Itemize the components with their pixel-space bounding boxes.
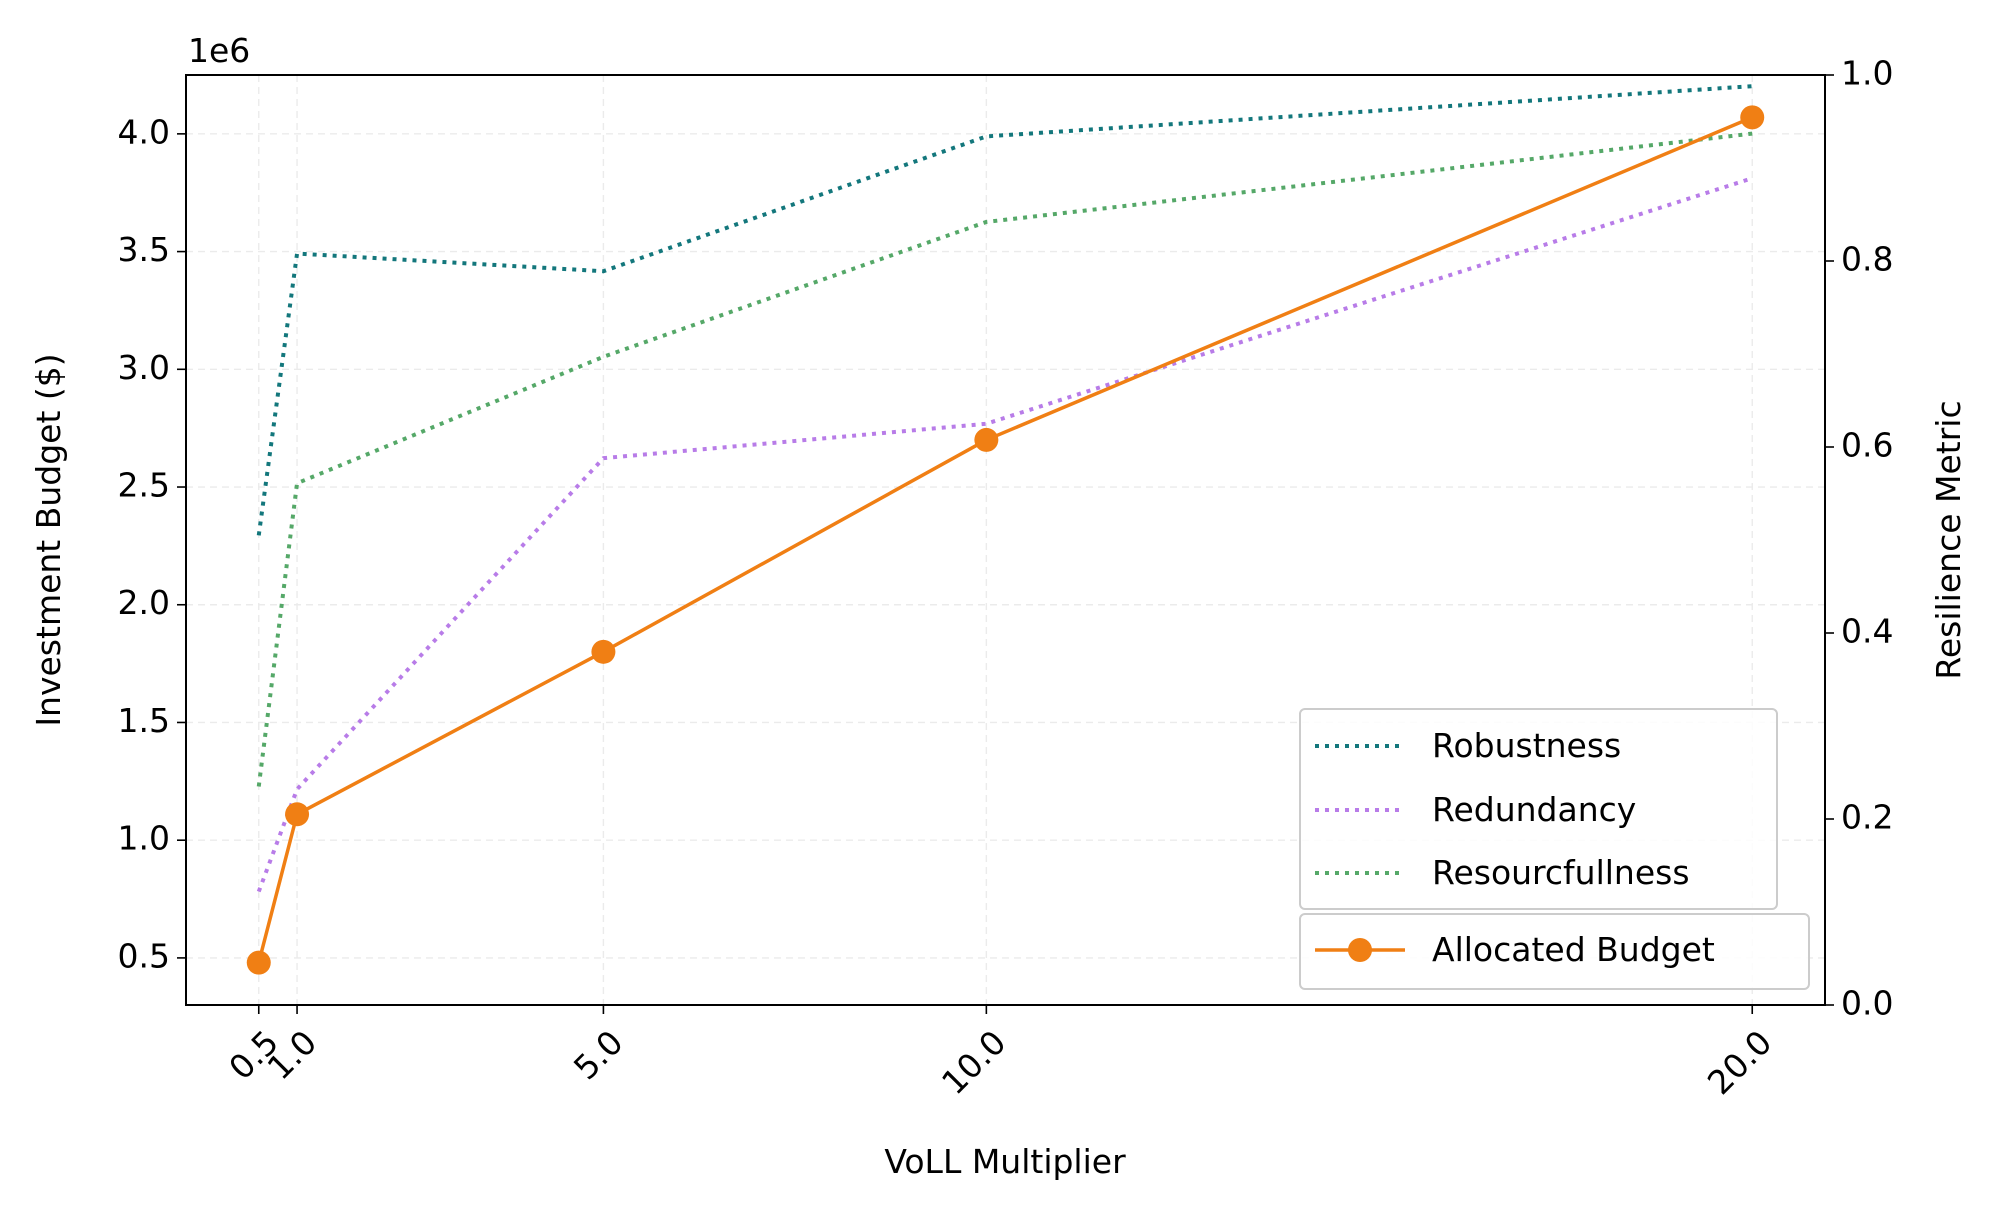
left-y-tick-label: 3.0 [118,348,170,387]
left-axis-offset-text: 1e6 [188,31,250,70]
legend-budget: Allocated Budget [1299,913,1810,990]
data-point-allocated-budget [974,427,999,452]
left-axis-title: Investment Budget ($) [29,353,68,726]
legend-resilience: Robustness Redundancy Resourcfullness [1299,708,1778,910]
series-line-redundancy [256,176,1753,893]
x-axis: 0.51.0 5.0 10.0 20.0 [221,1005,1779,1102]
legend-box [1299,708,1778,910]
left-y-tick-label: 2.5 [118,466,170,505]
legend-label-redundancy: Redundancy [1432,790,1636,829]
x-tick-label: 20.0 [1700,1023,1780,1103]
legend-box [1299,913,1810,990]
grid [186,75,1825,1005]
right-y-tick-label: 0.4 [1841,612,1893,651]
left-y-tick-label: 0.5 [118,936,170,975]
right-y-tick-label: 0.8 [1841,240,1893,279]
left-y-tick-label: 3.5 [118,230,170,269]
left-y-tick-label: 1.0 [118,819,170,858]
legend-marker-allocated-budget [1348,938,1372,962]
data-point-allocated-budget [1740,105,1765,130]
left-y-tick-label: 1.5 [118,701,170,740]
right-y-axis: 0.0 0.2 0.4 0.6 0.8 1.0 [1825,54,1893,1023]
legend-label-robustness: Robustness [1432,726,1621,765]
right-y-tick-label: 0.6 [1841,426,1893,465]
legend-label-resourcfullness: Resourcfullness [1432,853,1690,892]
data-point-allocated-budget [285,802,310,827]
data-point-allocated-budget [246,950,271,975]
data-point-allocated-budget [591,639,616,664]
right-y-tick-label: 0.2 [1841,798,1893,837]
x-axis-title: VoLL Multiplier [884,1142,1126,1181]
x-tick-label: 5.0 [566,1023,631,1088]
right-y-tick-label: 0.0 [1841,984,1893,1023]
left-y-axis: 0.5 1.0 1.5 2.0 2.5 3.0 3.5 4.0 [118,112,186,975]
right-axis-title: Resilience Metric [1929,400,1968,679]
right-y-tick-label: 1.0 [1841,54,1893,93]
legend-label-allocated-budget: Allocated Budget [1432,930,1715,969]
plot-frame [185,74,1826,1006]
x-tick-label: 10.0 [934,1023,1014,1103]
series-line-resourcfullness [256,131,1753,787]
x-tick-label: 1.0 [260,1023,325,1088]
series-line-robustness [256,84,1753,536]
left-y-tick-label: 4.0 [118,112,170,151]
series-layer [246,84,1765,975]
left-y-tick-label: 2.0 [118,583,170,622]
